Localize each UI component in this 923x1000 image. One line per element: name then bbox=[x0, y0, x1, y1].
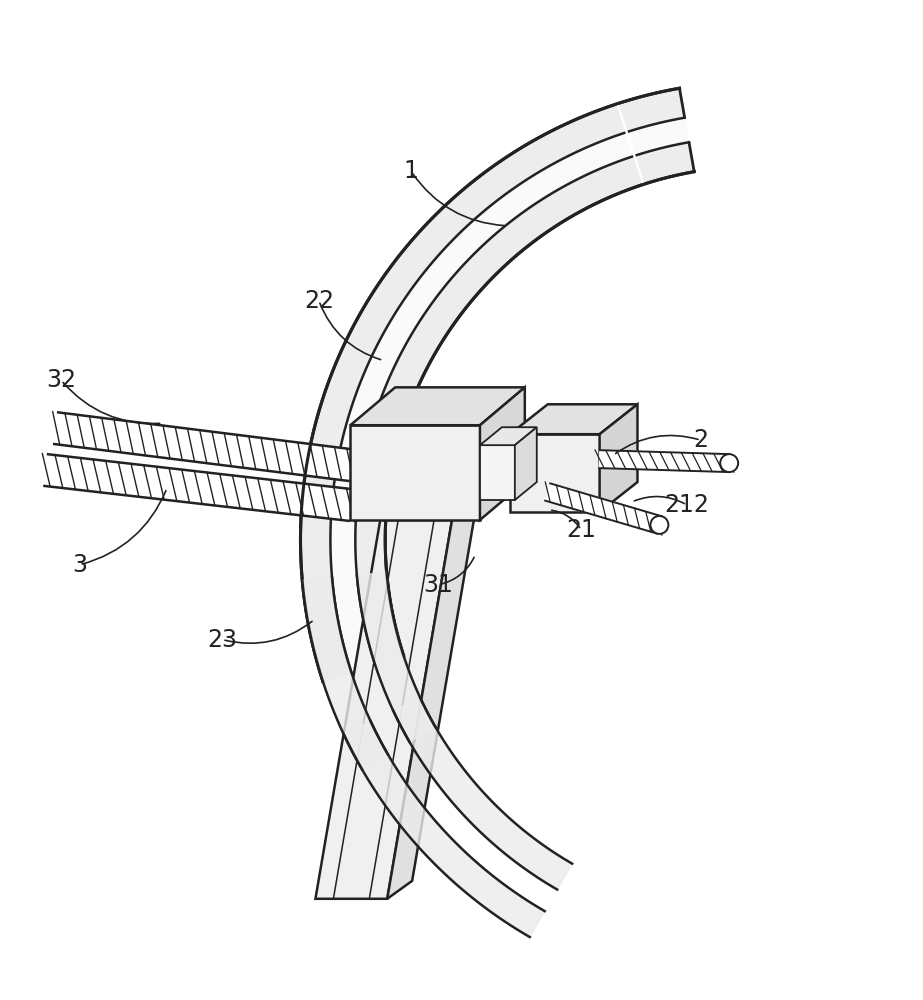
Polygon shape bbox=[600, 404, 638, 512]
Polygon shape bbox=[54, 412, 353, 481]
Text: 32: 32 bbox=[46, 368, 77, 392]
Polygon shape bbox=[330, 118, 689, 672]
Polygon shape bbox=[301, 88, 685, 682]
Polygon shape bbox=[351, 425, 480, 520]
Text: 2: 2 bbox=[693, 428, 708, 452]
Polygon shape bbox=[343, 721, 545, 937]
Polygon shape bbox=[44, 454, 353, 521]
Polygon shape bbox=[357, 572, 436, 742]
Text: 21: 21 bbox=[566, 518, 596, 542]
Polygon shape bbox=[599, 450, 729, 472]
Polygon shape bbox=[355, 142, 694, 665]
Circle shape bbox=[720, 454, 738, 472]
Polygon shape bbox=[380, 502, 477, 520]
Text: 22: 22 bbox=[304, 289, 334, 313]
Polygon shape bbox=[393, 698, 572, 890]
Text: 1: 1 bbox=[403, 159, 418, 183]
Polygon shape bbox=[388, 502, 477, 899]
Polygon shape bbox=[480, 445, 515, 500]
Polygon shape bbox=[302, 577, 388, 769]
Polygon shape bbox=[509, 434, 600, 512]
Text: 3: 3 bbox=[72, 553, 87, 577]
Polygon shape bbox=[316, 520, 452, 899]
Polygon shape bbox=[545, 483, 662, 534]
Polygon shape bbox=[480, 387, 525, 520]
Text: 23: 23 bbox=[208, 628, 237, 652]
Text: 212: 212 bbox=[665, 493, 710, 517]
Polygon shape bbox=[509, 404, 638, 434]
Text: 31: 31 bbox=[424, 573, 453, 597]
Polygon shape bbox=[351, 387, 525, 425]
Circle shape bbox=[651, 516, 668, 534]
Polygon shape bbox=[515, 427, 537, 500]
Polygon shape bbox=[480, 427, 537, 445]
